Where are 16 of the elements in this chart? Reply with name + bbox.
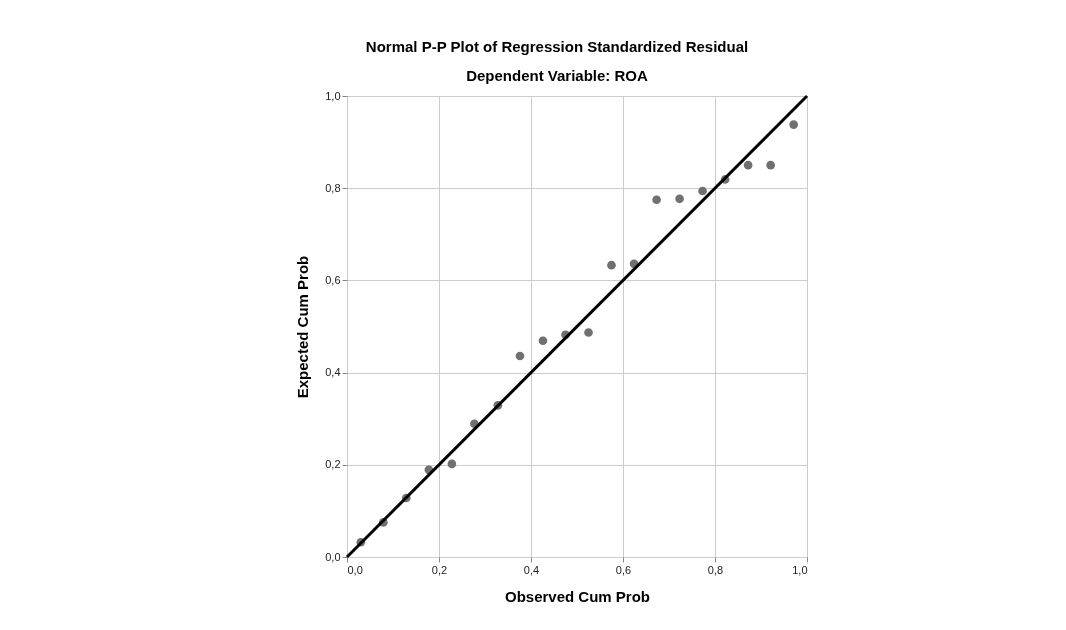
- y-tick-label: 0,2: [325, 458, 341, 471]
- y-tick-label: 0,0: [325, 550, 341, 563]
- x-tick-label: 0,8: [707, 563, 724, 576]
- y-tick-label: 1,0: [325, 89, 341, 102]
- y-tick-label: 0,4: [325, 366, 341, 379]
- x-tick-label: 0,4: [523, 563, 540, 576]
- y-tick-label: 0,8: [325, 181, 341, 194]
- x-tick-label: 0,6: [615, 563, 632, 576]
- x-tick-label: 1,0: [792, 563, 808, 576]
- x-tick-label: 0,2: [431, 563, 448, 576]
- chart-subtitle: Dependent Variable: ROA: [466, 67, 649, 84]
- x-tick-label: 0,0: [347, 563, 363, 576]
- chart-title: Normal P-P Plot of Regression Standardized Residual: [365, 38, 749, 55]
- x-axis-title: Observed Cum Prob: [504, 587, 651, 605]
- y-tick-label: 0,6: [325, 273, 341, 286]
- y-axis-title: Expected Cum Prob: [294, 255, 312, 399]
